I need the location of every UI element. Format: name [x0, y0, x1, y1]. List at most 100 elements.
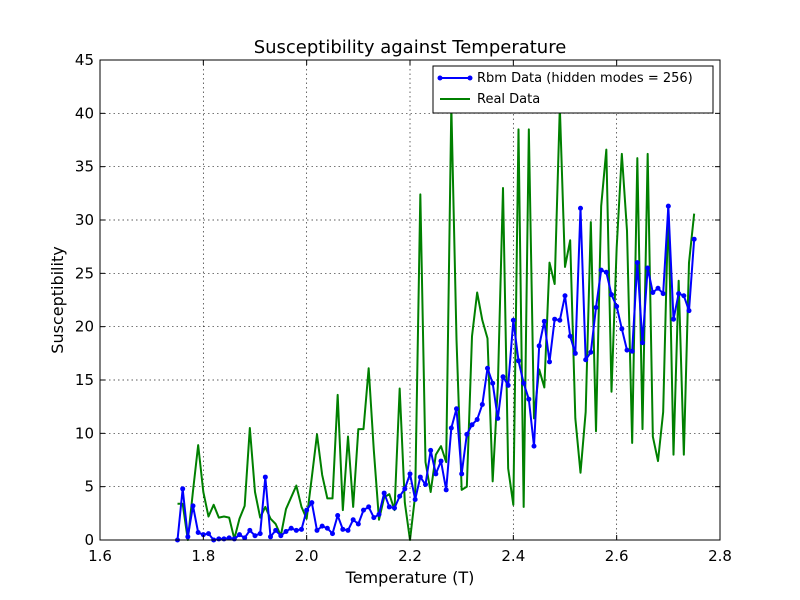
data-point-rbm [640, 340, 645, 346]
data-point-rbm [593, 304, 599, 310]
data-point-rbm [407, 471, 413, 477]
x-tick-label: 2.2 [398, 547, 422, 565]
chart-title: Susceptibility against Temperature [254, 37, 567, 58]
data-point-rbm [257, 531, 263, 537]
data-point-rbm [624, 347, 630, 353]
data-point-rbm [417, 474, 423, 480]
data-point-rbm [526, 396, 532, 402]
legend-marker-rbm [437, 75, 443, 81]
data-point-rbm [304, 507, 310, 513]
data-point-rbm [371, 515, 377, 521]
x-tick-label: 1.8 [191, 547, 215, 565]
data-point-rbm [547, 359, 552, 365]
data-point-rbm [479, 402, 485, 408]
data-point-rbm [603, 269, 609, 275]
data-point-rbm [474, 416, 480, 422]
grid [100, 60, 720, 540]
data-point-rbm [283, 528, 289, 534]
data-point-rbm [665, 203, 671, 209]
legend-label-real: Real Data [477, 92, 540, 107]
legend-marker-rbm [467, 75, 473, 81]
data-point-rbm [350, 517, 356, 523]
data-point-rbm [650, 290, 656, 296]
data-point-rbm [397, 493, 403, 499]
y-tick-label: 15 [75, 371, 94, 389]
data-point-rbm [195, 530, 201, 536]
y-tick-label: 30 [75, 211, 94, 229]
data-point-rbm [247, 527, 253, 533]
data-point-rbm [340, 526, 346, 532]
data-point-rbm [423, 482, 428, 488]
data-point-rbm [288, 525, 294, 531]
data-point-rbm [614, 303, 620, 309]
data-point-rbm [448, 425, 454, 431]
y-tick-label: 5 [84, 478, 94, 496]
data-point-rbm [355, 521, 361, 527]
data-point-rbm [531, 443, 537, 449]
data-point-rbm [180, 486, 186, 492]
data-point-rbm [443, 487, 449, 493]
y-tick-label: 25 [75, 264, 94, 282]
x-tick-label: 2.6 [605, 547, 629, 565]
series-line-real [177, 104, 696, 541]
data-point-rbm [691, 236, 697, 242]
data-point-rbm [567, 333, 573, 339]
data-point-rbm [402, 486, 408, 492]
y-axis-label: Susceptibility [48, 246, 67, 353]
data-point-rbm [412, 496, 418, 502]
data-point-rbm [330, 531, 335, 537]
x-tick-label: 2.8 [708, 547, 732, 565]
data-point-rbm [262, 474, 268, 480]
data-point-rbm [376, 511, 382, 517]
data-point-rbm [319, 523, 325, 529]
data-point-rbm [681, 293, 687, 299]
x-tick-label: 1.6 [88, 547, 112, 565]
data-point-rbm [226, 535, 232, 541]
data-point-rbm [309, 500, 315, 506]
data-point-rbm [490, 380, 496, 386]
data-point-rbm [268, 534, 273, 540]
data-point-rbm [221, 536, 227, 542]
data-point-rbm [459, 471, 465, 477]
y-tick-label: 45 [75, 51, 94, 69]
x-tick-label: 2.4 [501, 547, 525, 565]
data-point-rbm [335, 512, 341, 518]
data-point-rbm [521, 380, 527, 386]
x-axis-label: Temperature (T) [345, 568, 475, 587]
data-point-rbm [433, 471, 439, 477]
data-point-rbm [634, 260, 640, 266]
data-point-rbm [216, 536, 222, 542]
data-point-rbm [324, 525, 330, 531]
data-point-rbm [541, 318, 547, 324]
data-point-rbm [583, 357, 589, 363]
data-point-rbm [293, 527, 299, 533]
data-point-rbm [655, 285, 661, 291]
data-point-rbm [510, 317, 516, 323]
data-point-rbm [485, 365, 490, 371]
legend-label-rbm: Rbm Data (hidden modes = 256) [477, 71, 693, 86]
x-tick-labels: 1.6 1.8 2.0 2.2 2.4 2.6 2.8 [88, 547, 732, 565]
data-point-rbm [299, 526, 304, 532]
data-point-rbm [252, 533, 258, 539]
data-point-rbm [578, 205, 583, 211]
data-point-rbm [345, 527, 351, 533]
data-point-rbm [242, 535, 248, 541]
y-tick-label: 35 [75, 158, 94, 176]
data-point-rbm [278, 533, 284, 539]
data-point-rbm [676, 291, 682, 297]
data-point-rbm [552, 316, 558, 322]
data-point-rbm [438, 458, 444, 464]
data-point-rbm [660, 291, 666, 297]
x-tick-label: 2.0 [295, 547, 319, 565]
ticks [99, 59, 721, 541]
data-point-rbm [671, 316, 676, 322]
data-point-rbm [231, 536, 237, 542]
data-point-rbm [454, 406, 459, 412]
data-point-rbm [645, 265, 651, 271]
data-point-rbm [464, 431, 470, 437]
y-tick-label: 40 [75, 104, 94, 122]
legend-box [432, 65, 714, 114]
data-point-rbm [505, 382, 511, 388]
data-point-rbm [392, 505, 397, 511]
